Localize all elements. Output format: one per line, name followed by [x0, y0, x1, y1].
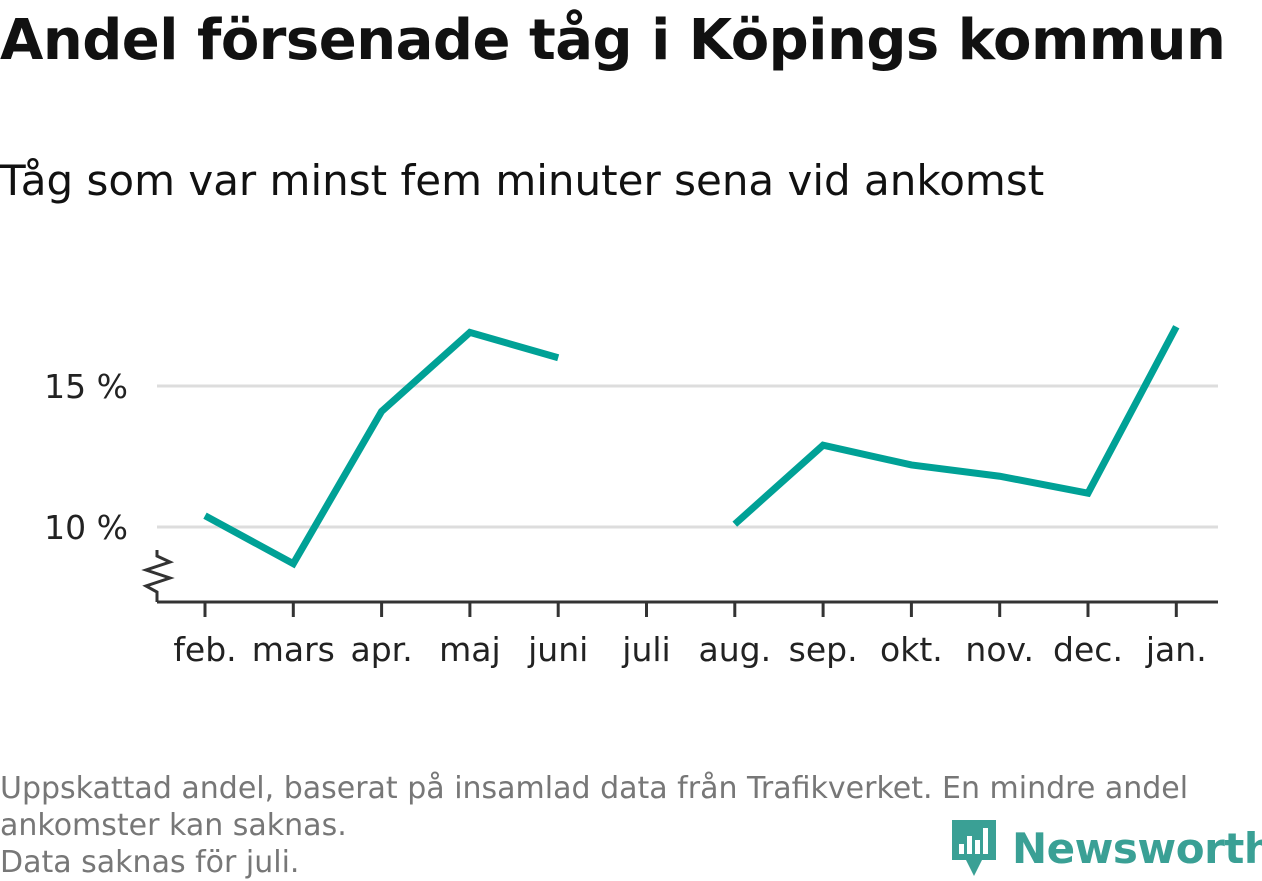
caption-line-1: Uppskattad andel, baserat på insamlad da… [0, 770, 1250, 807]
x-tick-label: feb. [173, 630, 236, 669]
y-axis-break-icon [146, 550, 170, 602]
grid-lines [157, 386, 1218, 527]
x-tick-label: jan. [1145, 630, 1207, 669]
x-tick-label: apr. [350, 630, 412, 669]
y-tick-label: 10 % [44, 508, 128, 547]
series-line-segment-1 [205, 332, 558, 563]
x-tick-label: juli [621, 630, 670, 669]
y-axis-ticks: 10 % 15 % [44, 367, 128, 547]
logo-text: Newsworthy [1012, 824, 1262, 873]
x-tick-label: dec. [1053, 630, 1123, 669]
x-tick-label: maj [439, 630, 501, 669]
x-tick-label: okt. [880, 630, 943, 669]
x-axis [146, 550, 1218, 602]
newsworthy-logo: Newsworthy [950, 818, 1262, 878]
x-tick-label: mars [252, 630, 335, 669]
x-tick-label: nov. [965, 630, 1034, 669]
bar-chart-speech-bubble-icon [950, 818, 998, 878]
y-tick-label: 15 % [44, 367, 128, 406]
x-tick-label: sep. [789, 630, 858, 669]
x-tick-label: juni [527, 630, 588, 669]
x-tick-label: aug. [699, 630, 772, 669]
series-line-segment-2 [735, 327, 1177, 524]
